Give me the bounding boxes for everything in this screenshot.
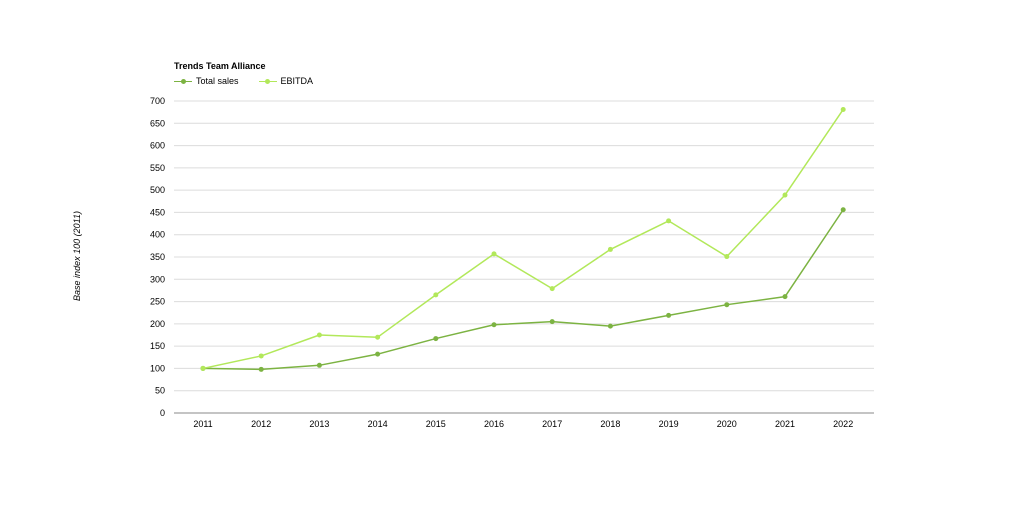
y-tick-label: 100	[150, 363, 165, 373]
data-point-total-sales	[491, 322, 497, 328]
x-tick-label: 2021	[775, 419, 795, 429]
data-point-ebitda	[607, 246, 613, 252]
data-point-total-sales	[258, 366, 264, 372]
x-tick-label: 2022	[833, 419, 853, 429]
x-tick-label: 2012	[251, 419, 271, 429]
data-point-total-sales	[666, 312, 672, 318]
data-point-total-sales	[316, 362, 322, 368]
legend-item-ebitda: EBITDA	[258, 76, 314, 86]
x-tick-label: 2019	[659, 419, 679, 429]
y-tick-label: 350	[150, 252, 165, 262]
legend-label-total-sales: Total sales	[196, 76, 239, 86]
chart-title: Trends Team Alliance	[174, 61, 266, 71]
data-point-total-sales	[433, 336, 439, 342]
data-point-ebitda	[200, 365, 206, 371]
data-point-ebitda	[840, 106, 846, 112]
legend: Total sales EBITDA	[174, 76, 333, 86]
legend-label-ebitda: EBITDA	[280, 76, 314, 86]
data-point-ebitda	[491, 251, 497, 257]
y-tick-label: 200	[150, 319, 165, 329]
x-tick-label: 2017	[542, 419, 562, 429]
y-tick-label: 550	[150, 163, 165, 173]
legend-item-total-sales: Total sales	[174, 76, 239, 86]
series-line-ebitda	[202, 109, 844, 370]
data-point-total-sales	[607, 323, 613, 329]
y-tick-label: 50	[155, 386, 165, 396]
x-tick-label: 2011	[193, 419, 212, 429]
data-point-total-sales	[840, 207, 846, 213]
y-tick-label: 0	[160, 408, 165, 418]
data-point-ebitda	[666, 218, 672, 224]
data-point-ebitda	[549, 286, 555, 292]
x-tick-label: 2014	[368, 419, 388, 429]
x-tick-label: 2016	[484, 419, 504, 429]
x-tick-label: 2020	[717, 419, 737, 429]
y-tick-label: 600	[150, 141, 165, 151]
y-tick-label: 450	[150, 207, 165, 217]
data-point-ebitda	[724, 254, 730, 260]
legend-swatch-total-sales	[174, 77, 192, 85]
data-point-ebitda	[782, 192, 788, 198]
legend-swatch-ebitda	[258, 77, 277, 85]
y-tick-label: 150	[150, 341, 165, 351]
y-tick-label: 250	[150, 297, 165, 307]
y-tick-label: 400	[150, 230, 165, 240]
y-tick-label: 650	[150, 118, 165, 128]
data-point-total-sales	[549, 319, 555, 325]
y-tick-label: 700	[150, 96, 165, 106]
y-tick-label: 500	[150, 185, 165, 195]
data-point-ebitda	[316, 332, 322, 338]
series-line-total-sales	[202, 209, 844, 371]
x-tick-label: 2018	[600, 419, 620, 429]
y-tick-label: 300	[150, 274, 165, 284]
data-point-ebitda	[375, 334, 381, 340]
data-point-total-sales	[724, 302, 730, 308]
data-point-total-sales	[782, 294, 788, 300]
x-tick-label: 2015	[426, 419, 446, 429]
data-point-ebitda	[258, 353, 264, 359]
x-tick-label: 2013	[309, 419, 329, 429]
data-point-ebitda	[433, 292, 439, 298]
data-point-total-sales	[375, 351, 381, 357]
